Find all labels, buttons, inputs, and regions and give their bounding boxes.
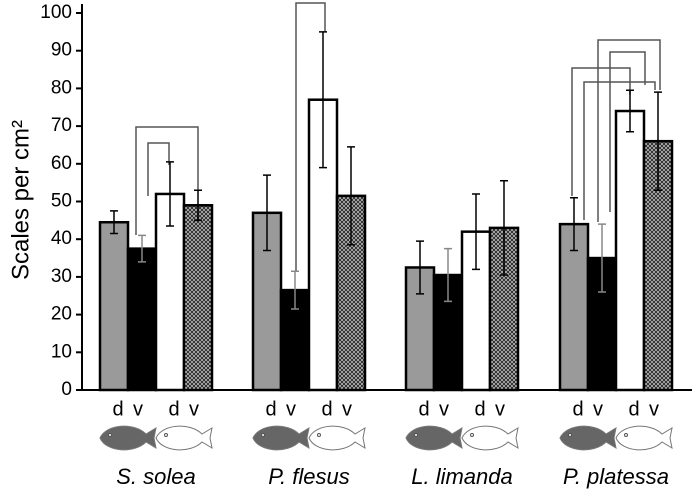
error-bar xyxy=(138,234,146,263)
bar-label: d xyxy=(628,398,639,420)
y-tick-label: 100 xyxy=(40,2,72,23)
error-bar xyxy=(500,180,508,276)
bar-label: d xyxy=(321,398,332,420)
bar-label: d xyxy=(474,398,485,420)
error-bar xyxy=(626,89,634,133)
error-bar xyxy=(319,31,327,169)
error-bar xyxy=(194,189,202,222)
error-bar xyxy=(570,196,578,252)
error-bar xyxy=(347,146,355,246)
error-bar xyxy=(110,210,118,235)
error-bar xyxy=(263,174,271,252)
y-tick-label: 10 xyxy=(51,341,72,362)
bar xyxy=(98,220,130,392)
y-tick-label: 0 xyxy=(61,379,72,400)
category-label: P. flesus xyxy=(268,464,350,489)
bar xyxy=(182,204,214,392)
bar xyxy=(558,222,590,392)
bar-label: d xyxy=(418,398,429,420)
error-bar xyxy=(472,193,480,271)
error-bar xyxy=(291,270,299,310)
bar-label: v xyxy=(439,398,449,420)
y-tick-label: 30 xyxy=(51,266,72,287)
bar-label: v xyxy=(593,398,603,420)
y-tick-label: 50 xyxy=(51,191,72,212)
y-tick-label: 20 xyxy=(51,304,72,325)
category-label: L. limanda xyxy=(411,464,513,489)
bar-label: d xyxy=(112,398,123,420)
category-label: P. platessa xyxy=(563,464,669,489)
error-bar xyxy=(444,247,452,303)
bar xyxy=(126,247,158,392)
bar-label: v xyxy=(342,398,352,420)
bar-label: d xyxy=(265,398,276,420)
bar xyxy=(614,109,646,392)
y-axis-label: Scales per cm² xyxy=(7,120,34,280)
error-bar xyxy=(166,161,174,227)
bar-label: v xyxy=(286,398,296,420)
error-bar xyxy=(416,240,424,295)
error-bar xyxy=(598,223,606,293)
y-tick-label: 60 xyxy=(51,153,72,174)
y-tick-label: 70 xyxy=(51,115,72,136)
bar-label: v xyxy=(495,398,505,420)
error-bar xyxy=(654,91,662,191)
y-tick-label: 40 xyxy=(51,228,72,249)
category-label: S. solea xyxy=(116,464,196,489)
y-tick-label: 90 xyxy=(51,40,72,61)
significance-brackets xyxy=(135,2,661,271)
bar-label: v xyxy=(649,398,659,420)
bar-label: d xyxy=(572,398,583,420)
fish-icons xyxy=(99,425,673,451)
y-tick-label: 80 xyxy=(51,77,72,98)
bar-label: v xyxy=(189,398,199,420)
bar-label: v xyxy=(133,398,143,420)
bar-label: d xyxy=(168,398,179,420)
